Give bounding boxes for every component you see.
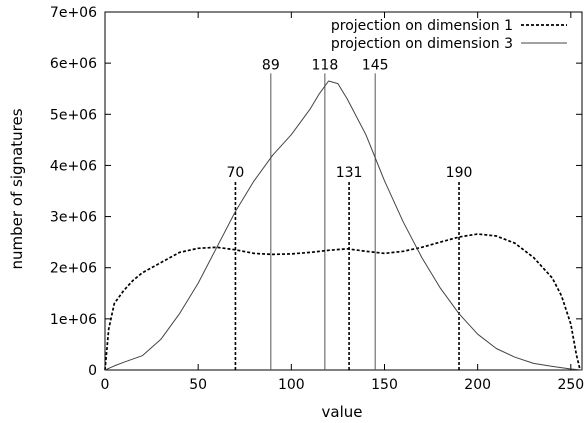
y-tick-label: 1e+06 [50,312,97,328]
marker-label-190: 190 [446,165,473,181]
x-tick-label: 250 [557,377,584,393]
x-axis-label: value [322,403,363,421]
y-tick-label: 7e+06 [50,5,97,21]
marker-label-145: 145 [362,57,389,73]
y-tick-label: 2e+06 [50,261,97,277]
marker-label-118: 118 [312,57,339,73]
series-line-1 [104,233,581,371]
y-tick-label: 6e+06 [50,56,97,72]
marker-label-89: 89 [262,57,280,73]
x-tick-label: 0 [101,377,110,393]
x-tick-label: 150 [371,377,398,393]
x-tick-label: 100 [278,377,305,393]
y-tick-label: 4e+06 [50,158,97,174]
series-line-2 [104,80,583,371]
y-tick-label: 5e+06 [50,107,97,123]
marker-label-131: 131 [336,165,363,181]
y-axis-label: number of signatures [8,108,26,269]
plot-frame [104,11,583,371]
y-tick-label: 0 [88,363,97,379]
x-tick-label: 50 [189,377,207,393]
legend: projection on dimension 1 projection on d… [331,18,567,52]
legend-label-2: projection on dimension 3 [331,36,513,52]
y-tick-label: 3e+06 [50,210,97,226]
series-layer [104,80,583,371]
axes: 0 50 100 150 200 250 0 1e+06 2e+06 3e+06 4e+06 5e+0… [50,5,584,393]
x-tick-label: 200 [464,377,491,393]
legend-label-1: projection on dimension 1 [331,18,513,34]
marker-label-70: 70 [227,165,245,181]
